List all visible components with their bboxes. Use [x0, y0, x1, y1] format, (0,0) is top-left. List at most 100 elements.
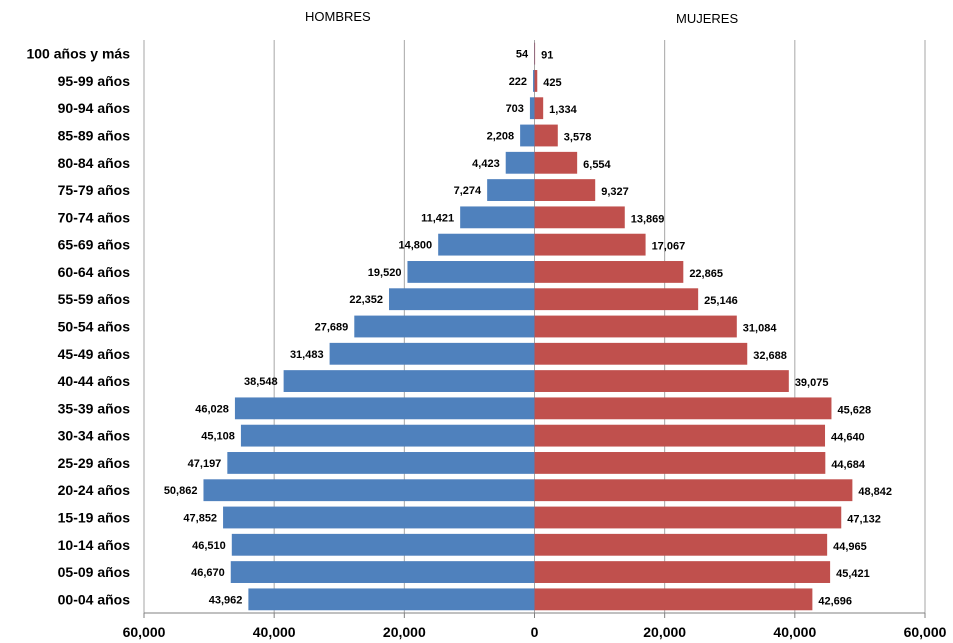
- category-label: 35-39 años: [58, 400, 131, 416]
- data-label-mujeres: 9,327: [601, 186, 629, 198]
- bar-hombres: [227, 452, 535, 474]
- bar-mujeres: [534, 561, 831, 583]
- category-label: 85-89 años: [58, 128, 131, 144]
- bar-mujeres: [534, 261, 684, 283]
- category-labels: 100 años y más 95-99 años 90-94 años 85-89 …: [26, 46, 130, 608]
- bar-mujeres: [534, 452, 826, 474]
- data-label-hombres: 222: [509, 76, 527, 88]
- data-label-mujeres: 39,075: [795, 377, 829, 389]
- bar-hombres: [248, 588, 535, 611]
- bar-mujeres: [534, 397, 832, 420]
- data-label-mujeres: 425: [543, 77, 561, 89]
- data-label-mujeres: 44,965: [833, 541, 867, 553]
- data-label-mujeres: 32,688: [753, 350, 787, 362]
- bar-mujeres: [534, 42, 536, 65]
- bar-mujeres: [534, 506, 842, 529]
- data-label-hombres: 54: [516, 49, 529, 61]
- x-axis: 60,000 40,000 20,000 0 20,000 40,000 60,000: [123, 612, 947, 640]
- category-label: 05-09 años: [58, 564, 131, 580]
- data-label-hombres: 27,689: [315, 322, 349, 334]
- bar-mujeres: [534, 97, 544, 120]
- bar-hombres: [460, 206, 535, 229]
- data-label-mujeres: 31,084: [743, 323, 778, 335]
- bar-hombres: [223, 506, 535, 529]
- data-label-hombres: 7,274: [454, 185, 482, 197]
- bar-mujeres: [534, 588, 813, 611]
- category-label: 75-79 años: [58, 182, 131, 198]
- value-labels: 54 91 222 425 703 1,334 2,208 3,578 4,423 6,554 7,…: [164, 49, 892, 608]
- data-label-hombres: 47,197: [188, 458, 222, 470]
- category-label: 70-74 años: [58, 209, 131, 225]
- category-label: 65-69 años: [58, 237, 131, 253]
- data-label-hombres: 46,510: [192, 540, 226, 552]
- data-label-hombres: 31,483: [290, 349, 324, 361]
- bar-mujeres: [534, 233, 646, 256]
- category-label: 15-19 años: [58, 510, 131, 526]
- bar-hombres: [533, 70, 535, 92]
- category-label: 100 años y más: [26, 46, 130, 62]
- bar-hombres: [231, 533, 535, 556]
- bar-hombres: [234, 397, 535, 420]
- data-label-hombres: 19,520: [368, 267, 402, 279]
- data-label-mujeres: 17,067: [652, 241, 686, 253]
- data-label-mujeres: 48,842: [858, 486, 892, 498]
- bar-hombres: [240, 424, 535, 447]
- data-label-mujeres: 22,865: [689, 268, 723, 280]
- bar-hombres: [534, 42, 535, 65]
- bar-hombres: [329, 342, 535, 365]
- category-label: 40-44 años: [58, 373, 131, 389]
- category-label: 30-34 años: [58, 428, 131, 444]
- x-tick-label: 60,000: [123, 624, 166, 640]
- data-label-mujeres: 42,696: [818, 595, 852, 607]
- bar-hombres: [389, 288, 535, 311]
- data-label-mujeres: 45,628: [837, 404, 871, 416]
- data-label-hombres: 2,208: [487, 131, 515, 143]
- bar-mujeres: [534, 288, 699, 311]
- category-label: 60-64 años: [58, 264, 131, 280]
- x-tick-label: 20,000: [383, 624, 426, 640]
- bar-hombres: [283, 370, 535, 392]
- bar-mujeres: [534, 533, 828, 556]
- right-series-header: MUJERES: [676, 11, 739, 26]
- data-label-mujeres: 1,334: [549, 104, 577, 116]
- data-label-mujeres: 44,640: [831, 432, 865, 444]
- category-label: 45-49 años: [58, 346, 131, 362]
- data-label-hombres: 46,670: [191, 567, 225, 579]
- category-label: 55-59 años: [58, 291, 131, 307]
- data-label-hombres: 4,423: [472, 158, 500, 170]
- x-tick-label: 0: [531, 624, 539, 640]
- category-label: 20-24 años: [58, 482, 131, 498]
- data-label-hombres: 38,548: [244, 376, 278, 388]
- data-label-hombres: 703: [506, 103, 524, 115]
- x-tick-label: 60,000: [904, 624, 947, 640]
- bar-hombres: [203, 479, 535, 502]
- bar-hombres: [407, 261, 535, 283]
- bar-mujeres: [534, 370, 789, 392]
- bar-hombres: [505, 151, 535, 174]
- data-label-mujeres: 91: [541, 50, 553, 62]
- bar-mujeres: [534, 206, 625, 229]
- left-series-header: HOMBRES: [305, 9, 371, 24]
- bar-mujeres: [534, 479, 853, 502]
- bar-mujeres: [534, 424, 826, 447]
- x-tick-label: 40,000: [773, 624, 816, 640]
- category-label: 25-29 años: [58, 455, 131, 471]
- bar-hombres: [230, 561, 535, 583]
- bar-hombres: [438, 233, 535, 256]
- x-tick-label: 20,000: [643, 624, 686, 640]
- bar-mujeres: [534, 179, 596, 201]
- category-label: 00-04 años: [58, 591, 131, 607]
- data-label-mujeres: 6,554: [583, 159, 611, 171]
- category-label: 95-99 años: [58, 73, 131, 89]
- bar-hombres: [529, 97, 535, 120]
- data-label-mujeres: 47,132: [847, 514, 881, 526]
- data-label-mujeres: 44,684: [831, 459, 866, 471]
- category-label: 90-94 años: [58, 100, 131, 116]
- bars: [203, 42, 853, 611]
- x-tick-label: 40,000: [253, 624, 296, 640]
- data-label-hombres: 46,028: [195, 403, 229, 415]
- bar-mujeres: [534, 315, 737, 338]
- data-label-hombres: 43,962: [209, 594, 243, 606]
- bar-hombres: [487, 179, 535, 201]
- data-label-mujeres: 3,578: [564, 132, 592, 144]
